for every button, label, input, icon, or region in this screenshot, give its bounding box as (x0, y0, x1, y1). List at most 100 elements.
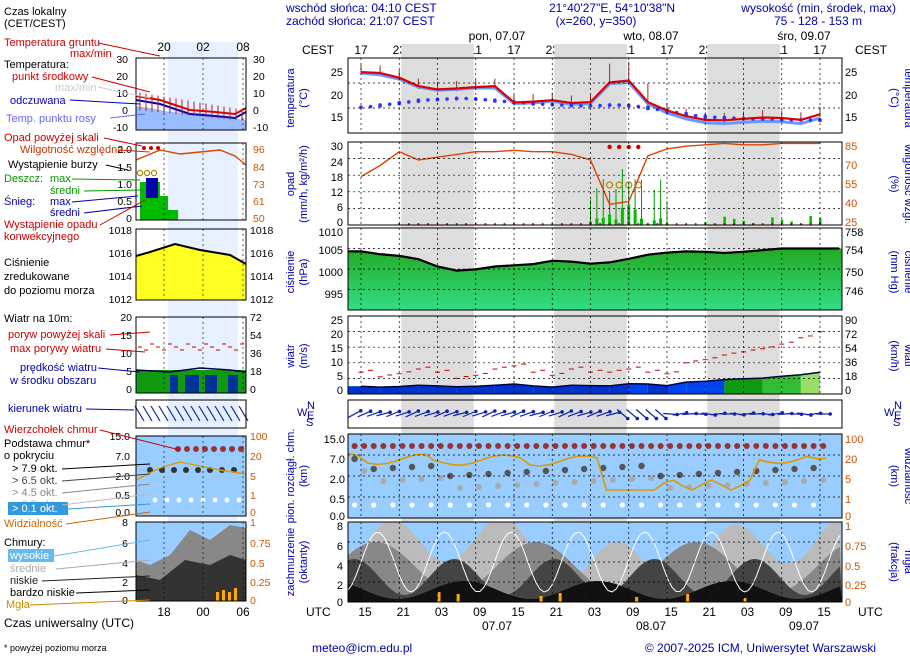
wind-arrow-head (654, 416, 659, 421)
legend-convective-1: Wystąpienie opadu (4, 219, 97, 231)
wind-arrow-head (378, 409, 383, 414)
dew-point-dot (531, 102, 535, 106)
wind-arrow-head (560, 410, 564, 414)
dew-point-dot (713, 115, 717, 120)
wind-arrow-head (664, 416, 668, 421)
legend-cloud-top-dot (238, 446, 244, 452)
legend-mid: średnie (10, 563, 46, 575)
legend-frame-wind (135, 316, 247, 394)
cloud-base-dot (485, 502, 492, 508)
wind-tick-r3: 36 (845, 357, 857, 369)
lg-cloud-l3: 0.5 (115, 490, 130, 502)
fog-bar (437, 592, 441, 602)
vis-tick-r1: 20 (845, 454, 857, 466)
cloud-top-dot (475, 443, 482, 449)
cloud-top-dot (380, 443, 387, 449)
legend-pressure-line (135, 242, 247, 265)
svg-text:N: N (307, 400, 315, 412)
cloud-base-dot (504, 469, 511, 477)
lg-temp-r3: 0 (253, 105, 259, 117)
dew-point-dot (636, 104, 641, 109)
press-tick-l2: 1000 (319, 267, 343, 279)
precip-tick-l1: 24 (331, 157, 343, 169)
legend-pointers (29, 42, 181, 606)
legend-wind-dir: kierunek wiatru (8, 403, 82, 415)
legend-fog-bar-0 (216, 592, 219, 601)
lg-press-r2: 1014 (250, 271, 274, 283)
legend-humidity-line (135, 149, 247, 166)
dew-point-dot (454, 96, 459, 101)
wind-direction-row (348, 408, 832, 421)
legend-wind-arrow (190, 405, 201, 422)
wind-arrow-head (502, 409, 507, 414)
cover-tick-l3: 2 (337, 580, 343, 592)
dew-point-dot (464, 96, 468, 101)
cover-tick-l2: 4 (337, 561, 343, 573)
legend-grid-temp (135, 57, 247, 131)
legend-temperature: Temperatura: (4, 59, 69, 71)
legend-okt-4: > 0.1 okt. (12, 503, 58, 515)
wind-arrow (472, 411, 486, 417)
lg-temp-l0: 30 (116, 54, 128, 66)
legend-high-highlight (8, 549, 54, 562)
cloud-base-dot (408, 463, 416, 471)
rain-bar (732, 218, 736, 225)
wind-arrow-head (550, 409, 555, 414)
hour-top-label: 17 (813, 43, 827, 57)
wind-speed-area (437, 385, 457, 394)
legend-vis-line (135, 461, 247, 481)
legend-convective-2: konwekcyjnego (4, 231, 79, 243)
legend-footnote: * powyżej poziomu morza (4, 643, 107, 653)
pointer-cloud-top (99, 429, 181, 451)
legend-precip-above: Opad powyżej skali (4, 132, 99, 144)
precip-axis-unit: (mm/h, kg/m²/h) (298, 145, 310, 223)
cloud-top-dot (609, 443, 616, 449)
dew-point-dot (426, 98, 430, 102)
cloud-top-dot (514, 443, 521, 449)
cloud-base-dot (427, 462, 435, 470)
cloud-base-dot (638, 502, 645, 508)
footer-email[interactable]: meteo@icm.edu.pl (312, 641, 412, 655)
lg-wind-l4: 0 (126, 384, 132, 396)
legend-rain-bar (168, 210, 178, 220)
hour-bottom-label: 09 (626, 605, 640, 619)
wind-arrow (626, 409, 638, 419)
hum-tick-r2: 55 (845, 179, 857, 191)
wind-arrow-head (397, 409, 402, 414)
legend-grid-dir (135, 399, 247, 429)
wind-arrow (548, 411, 563, 417)
lg-fog-r1: 0.75 (250, 538, 271, 550)
cloud-base-dot (638, 462, 645, 470)
lg-press-l0: 1018 (109, 225, 133, 237)
legend-wind-block-3 (228, 375, 238, 393)
legend-vlow: bardzo niskie (10, 587, 75, 599)
legend-cloud-base-dot (200, 497, 206, 503)
fog-axis-title: mgła (902, 550, 910, 575)
lg-vis-r0: 100 (250, 431, 268, 443)
wind-speed-area (418, 385, 438, 394)
pointer-max-gust (105, 348, 146, 353)
wind-arrow-head (455, 409, 459, 414)
legend-visibility: Widzialność (4, 518, 63, 530)
dew-point-dot (655, 107, 660, 112)
dew-point-dot (397, 100, 402, 105)
cloud-base-dot (352, 502, 358, 508)
press-tick-r0: 758 (845, 227, 863, 239)
dew-point-dot (598, 103, 602, 108)
cloud-base-dot (657, 472, 664, 480)
wind-arrow (577, 411, 592, 417)
wind-arrow (357, 410, 371, 418)
cloud-base-dot (447, 502, 453, 508)
cloud-top-dot (361, 443, 368, 449)
day-label-bottom-3: 09.07 (789, 619, 819, 633)
legend-wind-arrow (142, 405, 153, 422)
wind-arrow-head (416, 409, 421, 413)
wind-arrow (605, 411, 620, 417)
wind-arrow (510, 410, 524, 418)
press-tick-l3: 995 (325, 289, 343, 301)
wind-axis-unit-right: (km/h) (888, 340, 900, 371)
rain-bar (633, 209, 637, 225)
cloud-top-dot (676, 443, 683, 449)
legend-storm-marker (143, 169, 151, 177)
pointer-maxmin (97, 86, 151, 99)
